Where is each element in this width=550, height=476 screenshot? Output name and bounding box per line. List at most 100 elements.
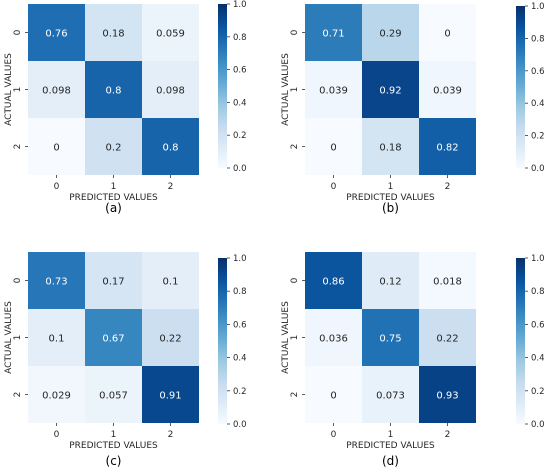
x-tick-label: 1 [111,182,117,192]
heatmap-cell [305,309,362,366]
heatmap-cell [419,252,476,309]
cell-value-label: 0.098 [42,86,71,97]
cell-value-label: 0.91 [159,391,181,402]
y-tick-label: 0 [13,29,23,35]
heatmap-cell [28,309,85,366]
x-tick-label: 0 [331,430,337,440]
cell-value-label: 0.098 [156,86,185,97]
x-axis-label: PREDICTED VALUES [346,441,435,451]
cell-value-label: 0.12 [379,277,401,288]
y-axis-label: ACTUAL VALUES [4,53,14,126]
colorbar-tick-label: 0.0 [233,420,247,430]
colorbar-tick-label: 0.4 [233,98,247,108]
panel-caption: (c) [106,454,122,468]
colorbar-tick-label: 0.4 [531,354,545,364]
heatmap-cell [85,366,142,423]
colorbar-tick-label: 1.0 [531,254,545,264]
cell-value-label: 0.86 [322,277,344,288]
x-tick-label: 2 [445,430,451,440]
heatmap-cell [419,4,476,61]
cell-value-label: 0.039 [319,86,348,97]
colorbar-tick-label: 0.8 [233,287,247,297]
x-axis-label: PREDICTED VALUES [69,193,158,203]
y-axis-label: ACTUAL VALUES [281,301,291,374]
y-tick-label: 2 [290,392,300,398]
colorbar [218,4,227,168]
cell-value-label: 0.1 [49,334,65,345]
colorbar-tick-label: 1.0 [531,2,545,12]
x-tick-label: 0 [331,182,337,192]
colorbar-tick-label: 0.8 [233,33,247,43]
colorbar-tick-label: 0.6 [233,320,247,330]
cell-value-label: 0.1 [163,277,179,288]
colorbar [516,258,525,424]
colorbar-tick-label: 0.2 [233,387,247,397]
cell-value-label: 0.73 [45,277,67,288]
panel-caption: (a) [105,201,122,215]
colorbar-tick-label: 0.2 [233,131,247,141]
heatmap-cell [362,309,419,366]
x-tick-label: 1 [388,182,394,192]
y-axis-label: ACTUAL VALUES [4,301,14,374]
cell-value-label: 0.82 [436,143,458,154]
cell-value-label: 0.92 [379,86,401,97]
x-tick-label: 0 [54,430,60,440]
heatmap-cell [142,309,199,366]
heatmap-cell [419,309,476,366]
y-tick-label: 0 [290,29,300,35]
y-tick-label: 0 [290,277,300,283]
colorbar-tick-label: 0.0 [531,164,545,174]
y-tick-label: 1 [290,335,300,341]
colorbar-tick-label: 0.0 [531,420,545,430]
x-tick-label: 1 [388,430,394,440]
heatmap-cell [142,61,199,118]
cell-value-label: 0.029 [42,391,71,402]
cell-value-label: 0.039 [433,86,462,97]
y-tick-label: 2 [13,144,23,150]
x-tick-label: 1 [111,430,117,440]
colorbar-tick-label: 0.4 [233,354,247,364]
y-tick-label: 2 [13,392,23,398]
y-axis-label: ACTUAL VALUES [281,53,291,126]
cell-value-label: 0.67 [102,334,124,345]
heatmap-cell [419,366,476,423]
cell-value-label: 0 [330,391,336,402]
heatmap-cell [28,366,85,423]
cell-value-label: 0.18 [379,143,401,154]
heatmap-cell [85,4,142,61]
heatmap-cell [419,61,476,118]
heatmap-cell [142,252,199,309]
colorbar [516,6,525,168]
colorbar-tick-label: 0.6 [233,66,247,76]
colorbar-tick-label: 0.4 [531,99,545,109]
cell-value-label: 0.22 [436,334,458,345]
heatmap-cell [305,4,362,61]
x-tick-label: 2 [168,182,174,192]
colorbar-tick-label: 1.0 [233,254,247,264]
cell-value-label: 0.036 [319,334,348,345]
heatmap-cell [142,4,199,61]
cell-value-label: 0.018 [433,277,462,288]
cell-value-label: 0.93 [436,391,458,402]
cell-value-label: 0.76 [45,29,67,40]
cell-value-label: 0.18 [102,29,124,40]
heatmap-cell [419,118,476,175]
x-tick-label: 2 [445,182,451,192]
cell-value-label: 0.22 [159,334,181,345]
heatmap-cell [28,252,85,309]
heatmap-cell [142,118,199,175]
cell-value-label: 0 [444,29,450,40]
heatmap-cell [362,61,419,118]
x-tick-label: 0 [54,182,60,192]
panel-caption: (d) [382,454,399,468]
colorbar-tick-label: 0.6 [531,67,545,77]
heatmap-cell [85,309,142,366]
heatmap-cell [362,4,419,61]
cell-value-label: 0.71 [322,29,344,40]
cell-value-label: 0.8 [106,86,122,97]
colorbar-tick-label: 0.8 [531,34,545,44]
cell-value-label: 0.059 [156,29,185,40]
y-tick-label: 0 [13,277,23,283]
